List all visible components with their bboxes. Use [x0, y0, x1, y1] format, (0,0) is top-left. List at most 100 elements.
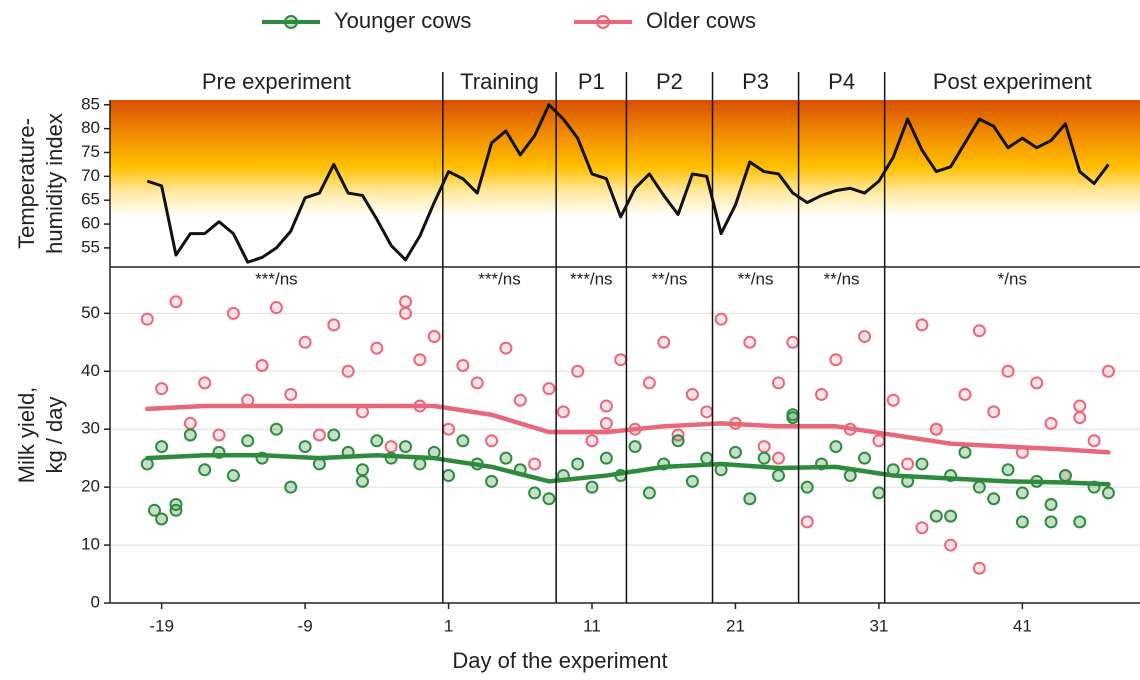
data-point — [771, 469, 785, 483]
data-point — [413, 457, 427, 471]
data-point — [657, 335, 671, 349]
data-point — [829, 353, 843, 367]
data-point — [169, 498, 183, 512]
data-point — [599, 399, 613, 413]
data-point — [858, 451, 872, 465]
data-point — [456, 434, 470, 448]
x-tick-label: 1 — [444, 616, 453, 635]
data-point — [1015, 515, 1029, 529]
data-point — [987, 492, 1001, 506]
data-point — [886, 393, 900, 407]
data-point — [1073, 411, 1087, 425]
x-tick-label: -9 — [298, 616, 313, 635]
data-point — [585, 480, 599, 494]
data-point — [1044, 416, 1058, 430]
data-point — [485, 434, 499, 448]
data-point — [528, 457, 542, 471]
y-tick-label: 65 — [81, 190, 100, 209]
data-point — [714, 312, 728, 326]
data-point — [815, 387, 829, 401]
y-tick-label: 70 — [81, 166, 100, 185]
data-point — [442, 422, 456, 436]
data-point — [915, 521, 929, 535]
period-label: P4 — [828, 69, 855, 94]
y-tick-label: 60 — [81, 214, 100, 233]
data-point — [327, 428, 341, 442]
period-label: P1 — [578, 69, 605, 94]
data-point — [685, 474, 699, 488]
data-point — [284, 480, 298, 494]
data-point — [700, 451, 714, 465]
data-point — [470, 376, 484, 390]
y-tick-label: 75 — [81, 142, 100, 161]
data-point — [599, 416, 613, 430]
data-point — [987, 405, 1001, 419]
data-point — [1030, 376, 1044, 390]
significance-label: */ns — [998, 269, 1027, 288]
data-point — [327, 318, 341, 332]
data-point — [614, 353, 628, 367]
significance-label: **/ns — [738, 269, 774, 288]
data-point — [298, 335, 312, 349]
period-label: P3 — [742, 69, 769, 94]
data-point — [786, 335, 800, 349]
data-point — [685, 387, 699, 401]
data-point — [399, 295, 413, 309]
data-point — [829, 440, 843, 454]
data-point — [1001, 463, 1015, 477]
data-point — [556, 405, 570, 419]
significance-label: ***/ns — [255, 269, 298, 288]
y-tick-label: 50 — [81, 303, 100, 322]
data-point — [355, 474, 369, 488]
data-point — [456, 358, 470, 372]
data-point — [528, 486, 542, 500]
data-point — [442, 469, 456, 483]
data-point — [958, 445, 972, 459]
data-point — [155, 382, 169, 396]
period-label: Post experiment — [933, 69, 1092, 94]
data-point — [1015, 486, 1029, 500]
data-point — [399, 440, 413, 454]
data-point — [771, 376, 785, 390]
data-point — [212, 428, 226, 442]
y-tick-label: 30 — [81, 419, 100, 438]
data-point — [743, 335, 757, 349]
data-point — [872, 434, 886, 448]
data-point — [427, 330, 441, 344]
y-tick-label: 0 — [91, 592, 100, 611]
data-point — [255, 358, 269, 372]
data-point — [599, 451, 613, 465]
legend-label: Younger cows — [334, 8, 471, 33]
data-point — [370, 341, 384, 355]
x-tick-label: 11 — [583, 616, 601, 635]
data-point — [901, 457, 915, 471]
data-point — [269, 301, 283, 315]
data-point — [786, 408, 800, 422]
data-point — [642, 486, 656, 500]
data-point — [1044, 515, 1058, 529]
significance-label: ***/ns — [478, 269, 521, 288]
data-point — [198, 376, 212, 390]
legend-marker — [284, 15, 298, 29]
data-point — [1101, 364, 1115, 378]
data-point — [485, 474, 499, 488]
data-point — [800, 480, 814, 494]
data-point — [284, 387, 298, 401]
significance-label: ***/ns — [570, 269, 613, 288]
data-point — [226, 306, 240, 320]
data-point — [800, 515, 814, 529]
data-point — [298, 440, 312, 454]
data-point — [542, 492, 556, 506]
trend-line — [145, 403, 1111, 455]
data-point — [757, 440, 771, 454]
y-tick-label: 85 — [81, 94, 100, 113]
y-tick-label: 80 — [81, 118, 100, 137]
heat-background — [110, 100, 1140, 267]
data-point — [183, 416, 197, 430]
y-tick-label: 20 — [81, 477, 100, 496]
data-point — [915, 457, 929, 471]
y-axis-label: Temperature- — [14, 118, 39, 249]
y-axis-label: kg / day — [42, 396, 67, 473]
data-point — [241, 434, 255, 448]
data-point — [1073, 515, 1087, 529]
